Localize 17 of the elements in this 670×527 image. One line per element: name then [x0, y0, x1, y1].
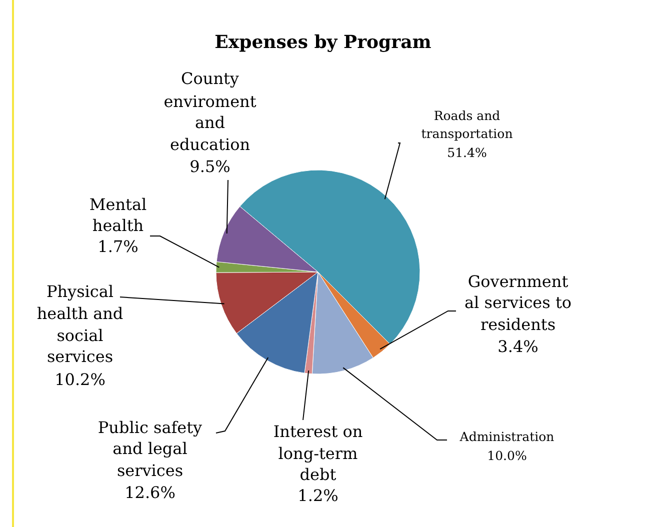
data-label: 10.2%: [54, 370, 106, 389]
data-label: 9.5%: [190, 157, 230, 176]
slice-label: Public safety and legal services: [98, 418, 202, 480]
data-label: 3.4%: [498, 337, 538, 356]
slice-label: Physical health and social services: [36, 282, 124, 366]
slice-label: Governmental services to residents: [464, 272, 572, 334]
data-label: 10.0%: [487, 448, 527, 463]
slice-label: Interest on long-term debt: [273, 422, 363, 484]
data-label: 1.2%: [298, 486, 338, 505]
chart-title: Expenses by Program: [214, 32, 432, 53]
slice-label: County enviroment and education: [164, 69, 257, 154]
data-label: 1.7%: [98, 237, 138, 256]
slice-label: Roads and transportation: [421, 108, 513, 141]
data-label: 12.6%: [124, 483, 176, 502]
slice-label: Administration: [458, 429, 554, 444]
slice-label: Mental health: [89, 195, 147, 235]
data-label: 51.4%: [447, 145, 487, 160]
